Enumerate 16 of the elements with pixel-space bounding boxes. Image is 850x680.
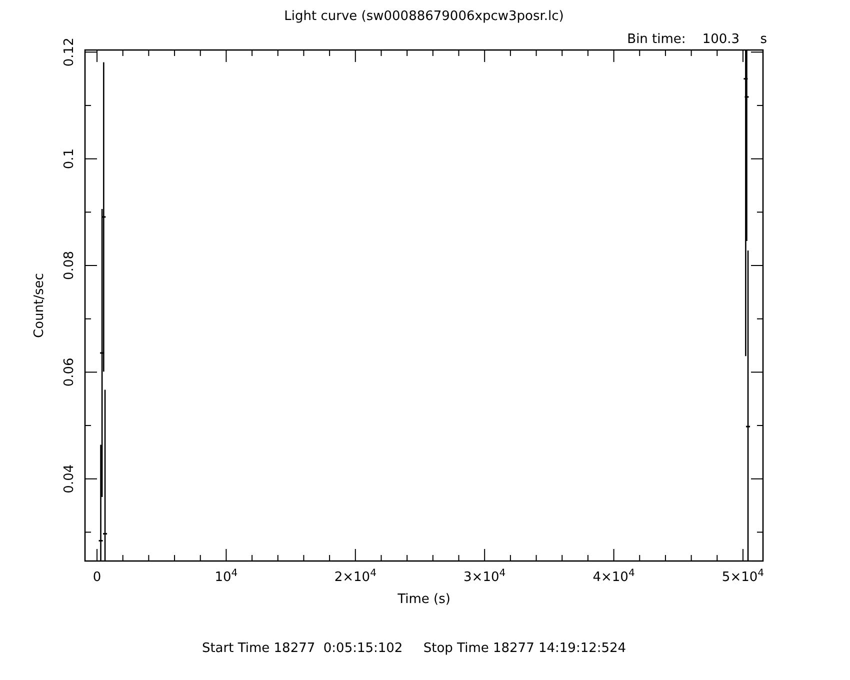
y-tick-label: 0.04 — [62, 464, 77, 494]
y-tick-label: 0.12 — [62, 38, 77, 67]
x-tick-label: 2×10$^{4}$ — [334, 568, 376, 585]
x-tick-label: 5×10$^{4}$ — [722, 568, 764, 585]
x-tick-label: 3×10$^{4}$ — [464, 568, 506, 585]
y-tick-label: 0.1 — [62, 148, 77, 170]
y-axis-title: Count/sec — [32, 273, 47, 338]
text: Start Time 18277 0:05:15:102 Stop Time 18277 14:19:12:524 — [202, 641, 626, 656]
chart-title: Light curve (sw00088679006xpcw3posr.lc) — [284, 9, 564, 24]
x-tick-label: 4×10$^{4}$ — [592, 568, 635, 585]
x-tick-label: 0 — [92, 570, 102, 585]
x-axis-title: Time (s) — [396, 592, 450, 607]
y-tick-label: 0.08 — [62, 251, 77, 280]
y-tick-label: 0.06 — [62, 358, 77, 387]
text: Bin time: 100.3 s — [627, 32, 768, 47]
x-tick-label: 10$^{4}$ — [214, 568, 238, 585]
